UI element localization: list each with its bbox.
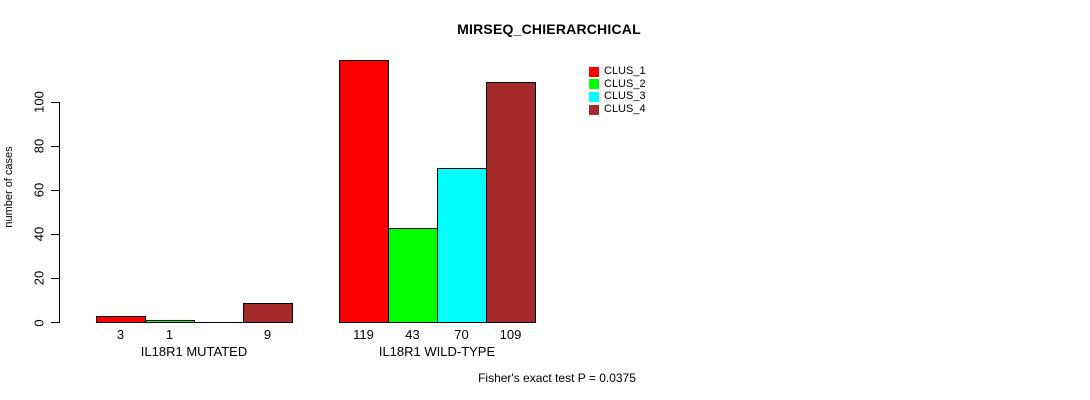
y-tick-label: 40	[31, 227, 47, 242]
legend-label: CLUS_2	[604, 77, 646, 90]
y-tick-label: 0	[31, 318, 47, 327]
legend-item-clus_1: CLUS_1	[589, 66, 646, 77]
y-tick-mark	[51, 322, 59, 323]
bar-value-label: 9	[263, 327, 272, 342]
y-tick-label: 20	[31, 271, 47, 286]
y-tick-mark	[51, 101, 59, 103]
bar-clus_1	[339, 60, 389, 324]
legend-label: CLUS_3	[604, 90, 646, 103]
legend-item-clus_4: CLUS_4	[589, 104, 646, 115]
bar-value-label: 3	[116, 327, 125, 342]
y-tick-mark	[51, 233, 59, 235]
legend-item-clus_3: CLUS_3	[589, 91, 646, 102]
legend-swatch-clus_1	[589, 66, 599, 77]
bar-clus_4	[486, 82, 536, 324]
x-group-label: IL18R1 WILD-TYPE	[378, 344, 496, 359]
bar-value-label: 70	[454, 327, 469, 342]
bar-value-label: 1	[165, 327, 174, 342]
bar-clus_3	[437, 168, 487, 324]
y-tick-mark	[51, 277, 59, 279]
x-group-label: IL18R1 MUTATED	[140, 344, 248, 359]
y-tick-label: 100	[31, 91, 47, 113]
y-tick-mark	[51, 145, 59, 147]
legend-item-clus_2: CLUS_2	[589, 77, 646, 90]
y-tick-label: 60	[31, 182, 47, 198]
legend-swatch-clus_3	[589, 91, 599, 102]
bar-clus_4	[243, 302, 293, 324]
legend-label: CLUS_1	[604, 65, 646, 77]
bar-value-label: 119	[353, 327, 374, 342]
annotation-fisher-test: Fisher's exact test P = 0.0375	[478, 371, 636, 385]
bar-clus_1	[96, 315, 146, 324]
y-tick-label: 80	[31, 138, 47, 154]
y-tick-mark	[51, 189, 59, 191]
y-axis-line	[59, 102, 60, 323]
bar-clus_2	[145, 320, 195, 324]
legend-swatch-clus_2	[589, 79, 599, 90]
legend-swatch-clus_4	[589, 104, 599, 115]
legend-label: CLUS_4	[604, 103, 646, 116]
bar-value-label: 109	[499, 327, 522, 342]
bar-clus_2	[388, 227, 438, 324]
bar-value-label: 43	[405, 327, 420, 342]
chart-title: MIRSEQ_CHIERARCHICAL	[457, 21, 641, 37]
